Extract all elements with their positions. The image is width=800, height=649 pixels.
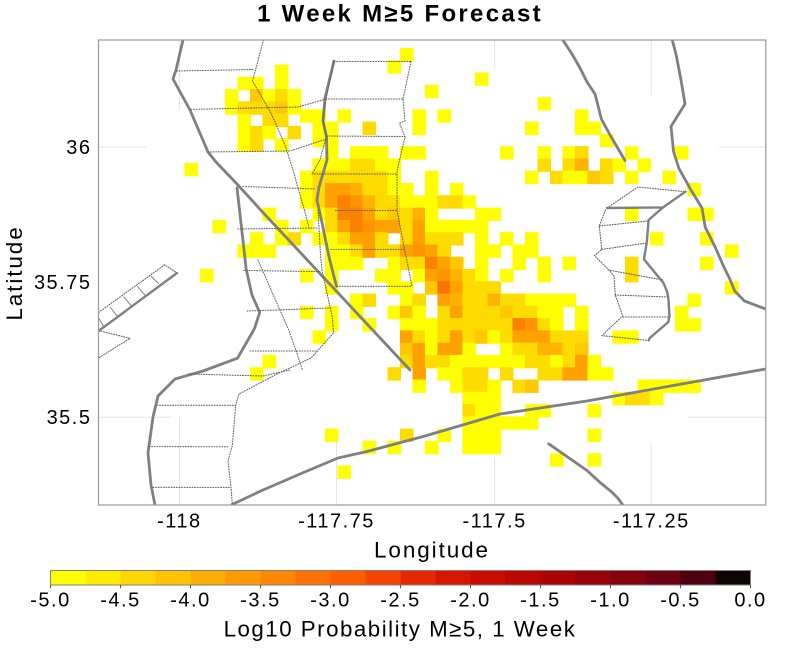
svg-text:Longitude: Longitude	[374, 538, 490, 563]
svg-text:-1.0: -1.0	[590, 590, 630, 612]
svg-text:-4.5: -4.5	[100, 590, 140, 612]
svg-text:-2.0: -2.0	[450, 590, 490, 612]
svg-text:-5.0: -5.0	[30, 590, 70, 612]
svg-text:-4.0: -4.0	[170, 590, 210, 612]
svg-text:-117.75: -117.75	[298, 511, 375, 533]
svg-text:36: 36	[66, 137, 91, 159]
svg-text:35.75: 35.75	[34, 272, 92, 294]
svg-text:1 Week M≥5 Forecast: 1 Week M≥5 Forecast	[257, 1, 543, 28]
svg-text:Latitude: Latitude	[2, 225, 27, 320]
svg-text:-118: -118	[157, 511, 202, 533]
svg-text:-3.5: -3.5	[240, 590, 280, 612]
svg-text:-117.25: -117.25	[613, 511, 690, 533]
svg-text:35.5: 35.5	[47, 407, 92, 429]
svg-text:-0.5: -0.5	[660, 590, 700, 612]
svg-text:-3.0: -3.0	[310, 590, 350, 612]
svg-text:0.0: 0.0	[734, 590, 766, 612]
svg-text:Log10 Probability M≥5, 1 Week: Log10 Probability M≥5, 1 Week	[224, 617, 577, 642]
svg-text:-117.5: -117.5	[462, 511, 526, 533]
svg-text:-2.5: -2.5	[380, 590, 420, 612]
svg-text:-1.5: -1.5	[520, 590, 560, 612]
